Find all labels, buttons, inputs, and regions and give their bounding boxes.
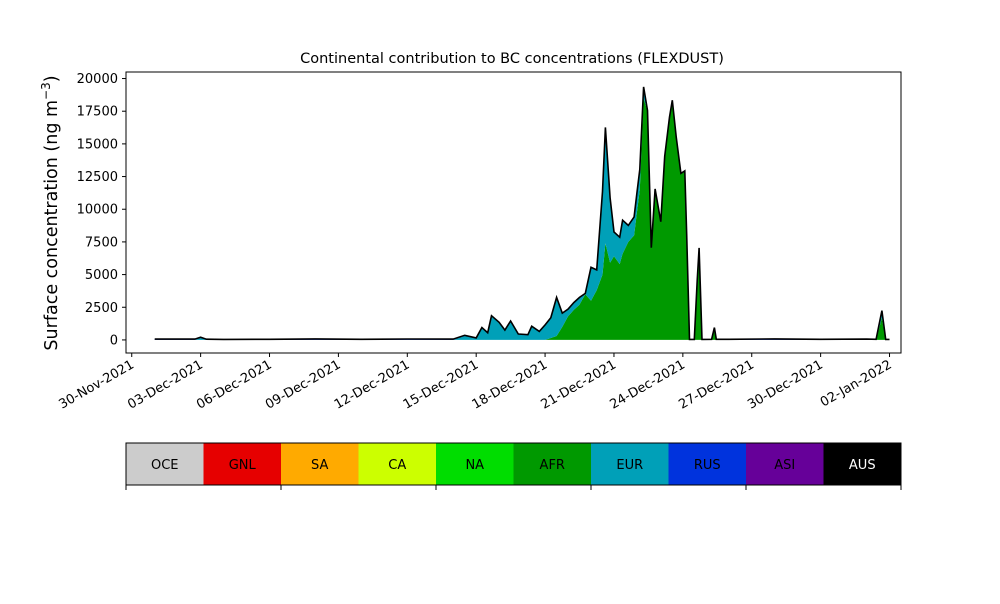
y-axis-label-close: )	[42, 75, 62, 82]
legend-label-rus: RUS	[694, 458, 721, 473]
x-tick-label: 27-Dec-2021	[676, 357, 756, 412]
x-tick-label: 02-Jan-2022	[818, 357, 895, 410]
legend-label-oce: OCE	[151, 458, 179, 473]
series-area-afr	[154, 98, 890, 340]
y-tick-label: 15000	[77, 137, 118, 152]
y-axis-label: Surface concentration (ng m−3)	[39, 75, 62, 350]
legend-label-sa: SA	[311, 458, 328, 473]
y-tick-label: 0	[110, 333, 118, 348]
legend-label-gnl: GNL	[229, 458, 257, 473]
chart-title: Continental contribution to BC concentra…	[300, 51, 724, 67]
y-tick-label: 20000	[77, 72, 118, 87]
legend-swatch-rus	[668, 443, 746, 485]
y-tick-label: 12500	[77, 170, 118, 185]
x-tick-label: 30-Dec-2021	[745, 357, 825, 412]
legend-label-asi: ASI	[774, 458, 795, 473]
series-area-rus	[154, 86, 890, 340]
legend-swatch-asi	[746, 443, 824, 485]
x-tick-label: 09-Dec-2021	[263, 357, 343, 412]
legend-swatch-ca	[358, 443, 436, 485]
legend-swatch-eur	[591, 443, 669, 485]
legend-label-eur: EUR	[616, 458, 643, 473]
plot-frame	[125, 71, 902, 354]
legend-label-ca: CA	[388, 458, 406, 473]
y-axis-label-main: Surface concentration (ng m	[42, 100, 62, 351]
y-tick-label: 17500	[77, 105, 118, 120]
legend-swatch-gnl	[203, 443, 281, 485]
x-axis: 30-Nov-202103-Dec-202106-Dec-202109-Dec-…	[56, 353, 895, 413]
legend-swatch-sa	[281, 443, 359, 485]
y-tick-label: 2500	[85, 301, 118, 316]
legend-frame	[125, 442, 902, 486]
x-tick-label: 06-Dec-2021	[194, 357, 274, 412]
legend-swatch-na	[436, 443, 514, 485]
legend-swatch-afr	[513, 443, 591, 485]
series-area-eur	[154, 87, 890, 340]
legend-label-afr: AFR	[540, 458, 565, 473]
legend: OCE GNL SA CA NA AFR EUR RUS ASI AUS	[125, 442, 902, 490]
x-tick-label: 15-Dec-2021	[401, 357, 481, 412]
legend-label-aus: AUS	[849, 458, 876, 473]
y-axis-label-sup: −3	[39, 82, 53, 100]
legend-label-na: NA	[465, 458, 484, 473]
legend-swatch-aus	[823, 443, 901, 485]
y-axis: 0 2500 5000 7500 10000 12500 15000 17500 20000	[77, 72, 126, 348]
x-tick-label: 30-Nov-2021	[56, 357, 136, 412]
total-line	[154, 86, 890, 341]
x-tick-label: 18-Dec-2021	[470, 357, 550, 412]
y-tick-label: 5000	[85, 268, 118, 283]
x-tick-label: 03-Dec-2021	[125, 357, 205, 412]
y-tick-label: 10000	[77, 203, 118, 218]
legend-swatch-oce	[126, 443, 204, 485]
x-tick-label: 12-Dec-2021	[332, 357, 412, 412]
y-tick-label: 7500	[85, 235, 118, 250]
x-tick-label: 24-Dec-2021	[607, 357, 687, 412]
x-tick-label: 21-Dec-2021	[539, 357, 619, 412]
plot-area	[125, 71, 902, 354]
